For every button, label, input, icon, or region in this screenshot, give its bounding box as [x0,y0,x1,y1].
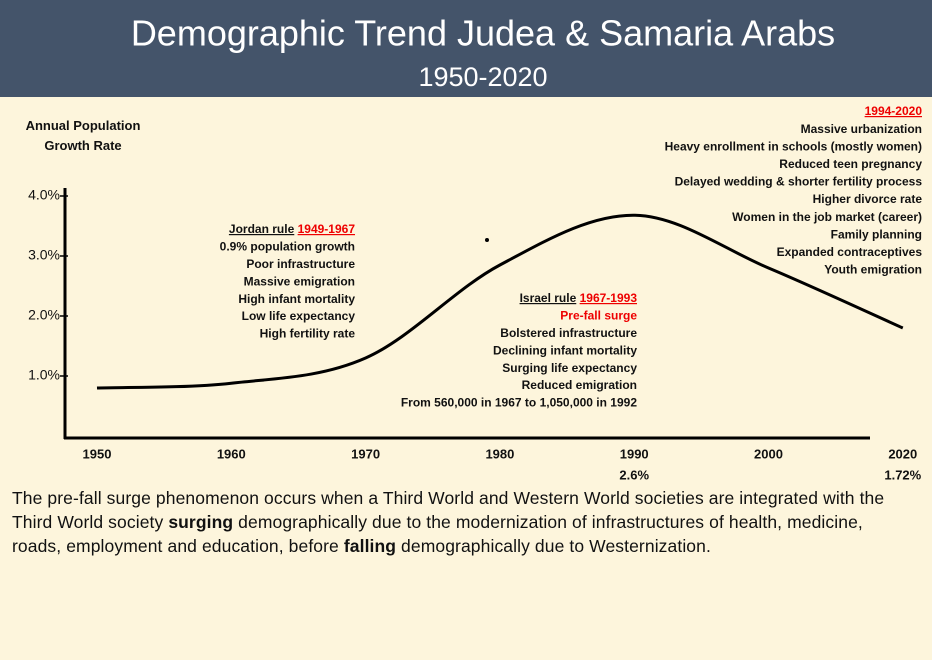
x-tick-label: 1990 [620,446,649,461]
note-heading: Jordan rule 1949-1967 [229,222,355,236]
note-line: Higher divorce rate [813,192,923,206]
note-highlight: Pre-fall surge [560,309,637,323]
dot [485,238,489,242]
x-tick-label: 1950 [83,446,112,461]
rule-years: 1994-2020 [865,104,923,118]
note-line: High infant mortality [238,292,355,306]
rule-years: 1949-1967 [298,222,356,236]
note-line: Heavy enrollment in schools (mostly wome… [665,139,922,153]
note-line: Youth emigration [824,263,922,277]
note-line: Declining infant mortality [493,343,637,357]
note-line: Poor infrastructure [246,257,355,271]
y-tick-label: 4.0% [28,187,60,203]
x-tick-label: 2000 [754,446,783,461]
note-line: Massive urbanization [801,122,922,136]
note-heading: Israel rule 1967-1993 [520,291,638,305]
rule-label: Israel rule [520,291,577,305]
y-tick-label: 3.0% [28,247,60,263]
note-line: Surging life expectancy [502,361,637,375]
header-band [0,0,932,97]
note-line: Reduced emigration [522,378,637,392]
x-tick-label: 1980 [485,446,514,461]
x-tick-label: 1970 [351,446,380,461]
description-bold: surging [168,512,234,532]
description-text: demographically due to Westernization. [396,536,711,556]
category-note: 1.72% [884,467,921,482]
note-line: Bolstered infrastructure [500,326,637,340]
note-line: Delayed wedding & shorter fertility proc… [675,175,923,189]
note-line: Expanded contraceptives [777,245,923,259]
chart-subtitle: 1950-2020 [418,62,547,92]
x-tick-label: 1960 [217,446,246,461]
y-axis-label: Annual Population Growth Rate [25,118,141,153]
description-bold: falling [343,536,397,556]
description: The pre-fall surge phenomenon occurs whe… [12,486,917,558]
description-text: demographically due to the modernization… [12,512,863,556]
rule-years: 1967-1993 [580,291,638,305]
y-tick-label: 2.0% [28,307,60,323]
note-line: 0.9% population growth [220,240,355,254]
description-text: The pre-fall surge phenomenon occurs whe… [12,488,885,532]
note-line: Reduced teen pregnancy [779,157,922,171]
note-line: Low life expectancy [242,309,356,323]
note-line: Massive emigration [244,274,355,288]
trend-line [96,213,904,390]
note-line: Women in the job market (career) [732,210,922,224]
y-tick-label: 1.0% [28,367,60,383]
x-tick-label: 2020 [888,446,917,461]
note-heading: 1994-2020 [865,104,923,118]
note-line: From 560,000 in 1967 to 1,050,000 in 199… [401,396,637,410]
note-line: High fertility rate [260,327,356,341]
note-line: Family planning [831,227,922,241]
rule-label: Jordan rule [229,222,295,236]
category-note: 2.6% [619,467,649,482]
chart-title: Demographic Trend Judea & Samaria Arabs [131,13,835,54]
